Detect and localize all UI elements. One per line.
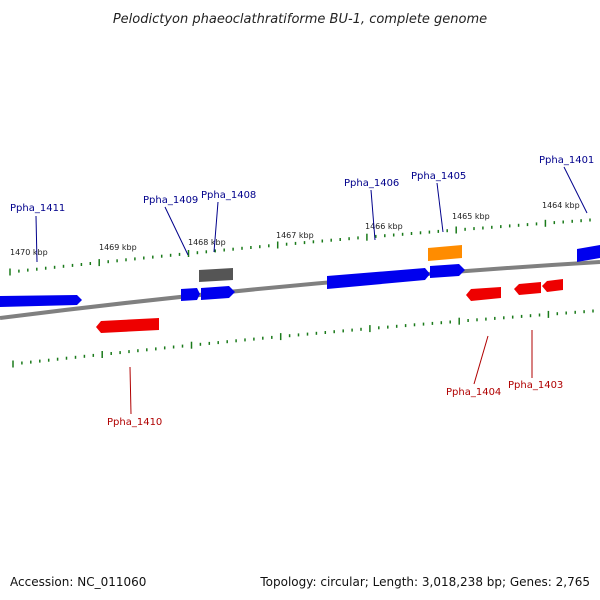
reverse-tick-row: [12, 309, 594, 368]
gene-ppha-1401[interactable]: [577, 245, 600, 262]
tick-label-1465: 1465 kbp: [452, 212, 490, 221]
leader-line: [473, 335, 489, 385]
label-leader-lines: [35, 166, 588, 415]
leader-line: [436, 182, 444, 233]
tick-label-1468: 1468 kbp: [188, 238, 226, 247]
leader-line: [370, 189, 376, 241]
gene-ppha-1409[interactable]: [181, 288, 200, 301]
gene-ppha-1408-forward[interactable]: [201, 286, 235, 300]
leader-line: [213, 201, 219, 253]
tick-label-1464: 1464 kbp: [542, 201, 580, 210]
gene-ppha-1405-forward[interactable]: [430, 264, 465, 278]
label-ppha-1410[interactable]: Ppha_1410: [107, 417, 162, 428]
label-ppha-1405[interactable]: Ppha_1405: [411, 171, 466, 182]
accession-text: Accession: NC_011060: [10, 575, 146, 589]
tick-label-1467: 1467 kbp: [276, 231, 314, 240]
label-ppha-1406[interactable]: Ppha_1406: [344, 178, 399, 189]
leader-line: [164, 206, 189, 256]
gene-ppha-1410[interactable]: [96, 318, 159, 333]
label-ppha-1411[interactable]: Ppha_1411: [10, 203, 65, 214]
gene-ppha-1406[interactable]: [327, 268, 430, 289]
leader-line: [129, 366, 132, 415]
forward-tick-row: [9, 218, 591, 276]
gene-ppha-1402[interactable]: [542, 279, 563, 292]
label-ppha-1401[interactable]: Ppha_1401: [539, 155, 594, 166]
tick-label-1466: 1466 kbp: [365, 222, 403, 231]
genome-backbone: [0, 260, 600, 320]
forward-strand-genes: [0, 245, 600, 307]
gene-ppha-1404[interactable]: [466, 287, 501, 301]
reverse-strand-genes: [96, 279, 563, 333]
gene-ppha-1411[interactable]: [0, 295, 82, 307]
genome-summary-text: Topology: circular; Length: 3,018,238 bp…: [259, 575, 590, 589]
tick-label-1469: 1469 kbp: [99, 243, 137, 252]
tick-label-1470: 1470 kbp: [10, 248, 48, 257]
map-title: Pelodictyon phaeoclathratiforme BU-1, co…: [113, 12, 487, 27]
label-ppha-1403[interactable]: Ppha_1403: [508, 380, 563, 391]
leader-line: [563, 166, 588, 214]
feature-ppha-1408[interactable]: [199, 268, 233, 282]
leader-line: [35, 215, 38, 263]
gene-ppha-1403[interactable]: [514, 282, 541, 295]
label-ppha-1408[interactable]: Ppha_1408: [201, 190, 256, 201]
label-ppha-1404[interactable]: Ppha_1404: [446, 387, 501, 398]
gene-ppha-1405-rna[interactable]: [428, 245, 462, 261]
label-ppha-1409[interactable]: Ppha_1409: [143, 195, 198, 206]
